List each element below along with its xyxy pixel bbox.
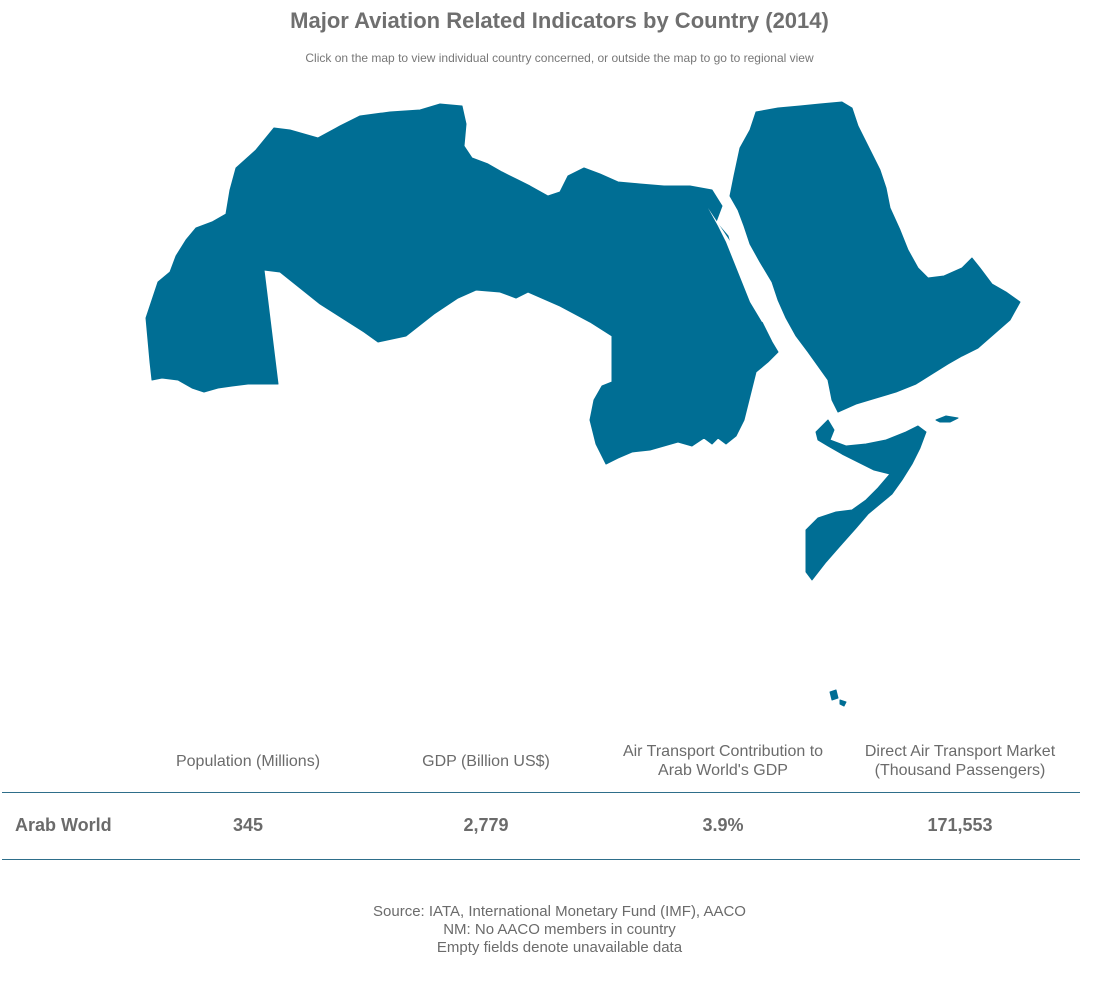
table-bottom-divider <box>2 859 1080 860</box>
header-population: Population (Millions) <box>175 752 321 770</box>
horn-of-africa-region[interactable] <box>805 419 927 581</box>
value-air-transport-contribution: 3.9% <box>702 815 744 835</box>
value-gdp: 2,779 <box>463 815 509 835</box>
socotra-island[interactable] <box>935 415 959 423</box>
row-label-arab-world: Arab World <box>15 815 112 835</box>
arab-world-map[interactable] <box>0 80 1119 720</box>
empty-fields-note: Empty fields denote unavailable data <box>436 939 683 956</box>
map-instructions: Click on the map to view individual coun… <box>305 51 814 65</box>
source-note: Source: IATA, International Monetary Fun… <box>373 903 746 920</box>
value-population: 345 <box>232 815 264 835</box>
header-air-transport-contribution: Air Transport Contribution to Arab World… <box>622 743 824 779</box>
value-direct-air-transport-market: 171,553 <box>927 815 993 835</box>
page-title: Major Aviation Related Indicators by Cou… <box>290 8 829 33</box>
nm-note: NM: No AACO members in country <box>443 921 676 938</box>
table-header-divider <box>2 792 1080 793</box>
arabian-peninsula-region[interactable] <box>729 101 1021 413</box>
north-africa-region[interactable] <box>145 103 779 465</box>
header-direct-air-transport-market: Direct Air Transport Market (Thousand Pa… <box>864 743 1056 779</box>
header-gdp: GDP (Billion US$) <box>422 752 550 770</box>
comoros-islands[interactable] <box>829 689 847 707</box>
